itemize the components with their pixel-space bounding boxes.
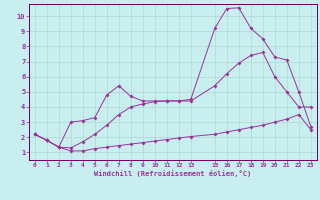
X-axis label: Windchill (Refroidissement éolien,°C): Windchill (Refroidissement éolien,°C) bbox=[94, 170, 252, 177]
